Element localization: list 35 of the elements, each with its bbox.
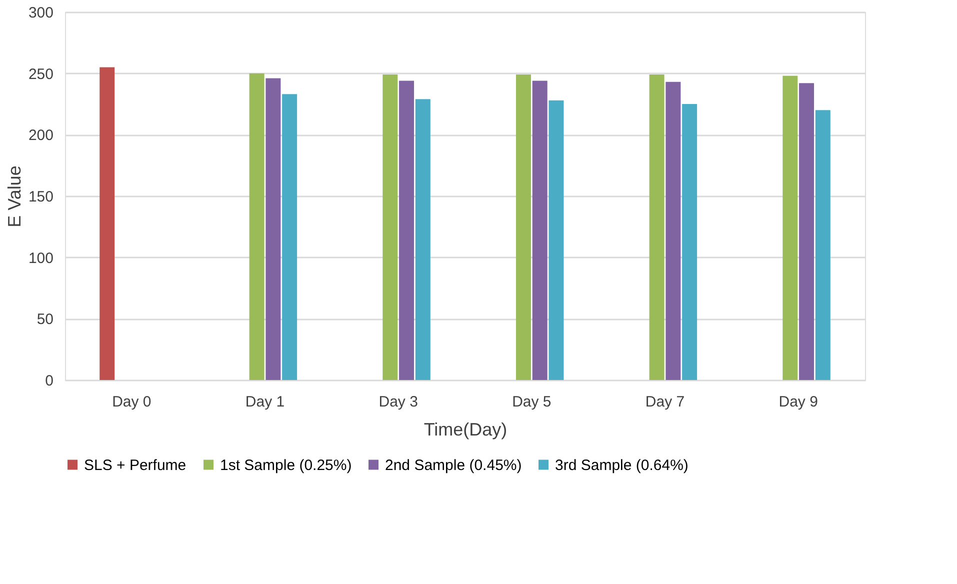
x-tick-label: Day 0 (112, 394, 152, 410)
bar (399, 80, 414, 380)
bar (382, 74, 398, 380)
bar (682, 104, 698, 380)
bar (249, 73, 264, 380)
bar (799, 83, 814, 380)
y-axis-title: E Value (4, 166, 24, 228)
y-tick-label: 200 (28, 127, 54, 144)
y-tick-label: 300 (28, 4, 54, 22)
bar (100, 67, 115, 380)
bar (649, 74, 664, 380)
bar (266, 78, 281, 380)
x-tick-label: Day 9 (778, 394, 818, 410)
x-tick-label: Day 3 (378, 394, 418, 410)
y-tick-label: 0 (45, 372, 54, 390)
bar (532, 80, 548, 380)
x-axis-title: Time(Day) (424, 420, 508, 440)
x-tick-label: Day 5 (512, 394, 552, 410)
legend-label: 2nd Sample (0.45%) (385, 456, 522, 474)
x-tick-label: Day 1 (245, 394, 285, 410)
legend-label: 3rd Sample (0.64%) (555, 456, 688, 474)
y-tick-label: 100 (28, 250, 54, 267)
bar (666, 82, 681, 380)
legend-label: 1st Sample (0.25%) (220, 456, 352, 474)
y-tick-label: 50 (36, 311, 54, 328)
bar (282, 94, 298, 380)
x-tick-label: Day 7 (645, 394, 685, 410)
y-tick-label: 150 (28, 188, 54, 206)
bar (815, 110, 830, 380)
y-tick-label: 250 (28, 66, 54, 83)
bar (548, 100, 564, 380)
bar (516, 74, 531, 380)
bar (782, 76, 798, 380)
legend-label: SLS + Perfume (84, 456, 186, 474)
bar (415, 99, 430, 380)
